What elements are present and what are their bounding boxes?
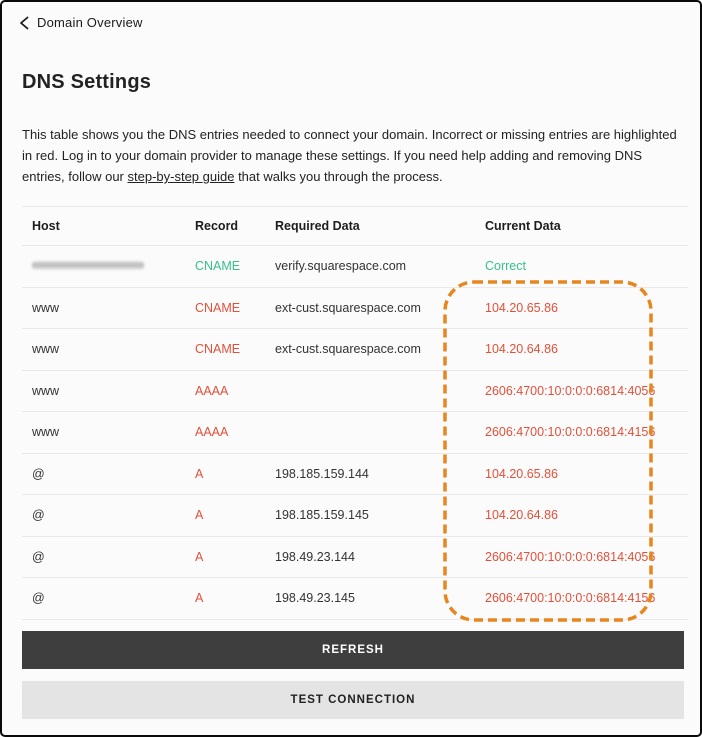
page-title: DNS Settings [22, 71, 152, 93]
required-cell: ext-cust.squarespace.com [275, 342, 421, 357]
current-cell: 104.20.65.86 [485, 466, 558, 481]
table-row: www CNAME ext-cust.squarespace.com 104.2… [22, 288, 688, 329]
step-by-step-guide-link[interactable]: step-by-step guide [127, 169, 235, 184]
table-row: @ A 198.185.159.144 104.20.65.86 [22, 454, 688, 495]
record-cell: AAAA [195, 425, 229, 440]
col-header-required-data: Required Data [275, 219, 360, 233]
record-cell: A [195, 508, 204, 523]
table-row: @ A 198.49.23.144 2606:4700:10:0:0:0:681… [22, 537, 688, 578]
host-cell: @ [32, 591, 45, 606]
record-cell: CNAME [195, 300, 241, 315]
description-text-1: This table shows you the DNS entries nee… [22, 127, 677, 184]
dns-table: Host Record Required Data Current Data C… [22, 206, 688, 620]
required-cell: 198.185.159.144 [275, 466, 369, 481]
table-row: www AAAA 2606:4700:10:0:0:0:6814:4156 [22, 412, 688, 454]
refresh-button[interactable]: REFRESH [22, 631, 684, 669]
required-cell: 198.49.23.144 [275, 549, 355, 564]
col-header-current-data: Current Data [485, 219, 561, 233]
record-cell: CNAME [195, 342, 241, 357]
record-cell: CNAME [195, 259, 241, 274]
host-cell: @ [32, 508, 45, 523]
current-cell: 104.20.64.86 [485, 508, 558, 523]
current-cell: 2606:4700:10:0:0:0:6814:4056 [485, 549, 656, 564]
table-row: www AAAA 2606:4700:10:0:0:0:6814:4056 [22, 371, 688, 412]
required-cell: verify.squarespace.com [275, 259, 407, 274]
test-connection-button[interactable]: TEST CONNECTION [22, 681, 684, 719]
host-cell: www [32, 342, 60, 357]
current-cell: 2606:4700:10:0:0:0:6814:4156 [485, 425, 656, 440]
host-cell: www [32, 300, 60, 315]
required-cell: ext-cust.squarespace.com [275, 300, 421, 315]
host-cell: www [32, 383, 60, 398]
host-cell: www [32, 425, 60, 440]
description-text-2: that walks you through the process. [234, 169, 443, 184]
table-header-row: Host Record Required Data Current Data [22, 207, 688, 246]
record-cell: A [195, 549, 204, 564]
col-header-record: Record [195, 219, 239, 233]
table-row: www CNAME ext-cust.squarespace.com 104.2… [22, 329, 688, 371]
record-cell: AAAA [195, 383, 229, 398]
back-link-label: Domain Overview [37, 15, 143, 30]
host-cell [22, 259, 195, 273]
col-header-host: Host [32, 219, 60, 233]
host-cell: @ [32, 549, 45, 564]
table-row: @ A 198.49.23.145 2606:4700:10:0:0:0:681… [22, 578, 688, 620]
current-cell: 104.20.65.86 [485, 300, 558, 315]
required-cell: 198.185.159.145 [275, 508, 369, 523]
current-cell: 2606:4700:10:0:0:0:6814:4156 [485, 591, 656, 606]
back-link-domain-overview[interactable]: Domain Overview [18, 15, 143, 30]
current-cell: Correct [485, 259, 526, 274]
redacted-host [32, 261, 144, 271]
host-cell: @ [32, 466, 45, 481]
table-row: CNAME verify.squarespace.com Correct [22, 246, 688, 288]
record-cell: A [195, 591, 204, 606]
required-cell: 198.49.23.145 [275, 591, 355, 606]
chevron-left-icon [18, 16, 30, 30]
record-cell: A [195, 466, 204, 481]
page-description: This table shows you the DNS entries nee… [22, 124, 686, 187]
current-cell: 2606:4700:10:0:0:0:6814:4056 [485, 383, 656, 398]
current-cell: 104.20.64.86 [485, 342, 558, 357]
table-row: @ A 198.185.159.145 104.20.64.86 [22, 495, 688, 537]
